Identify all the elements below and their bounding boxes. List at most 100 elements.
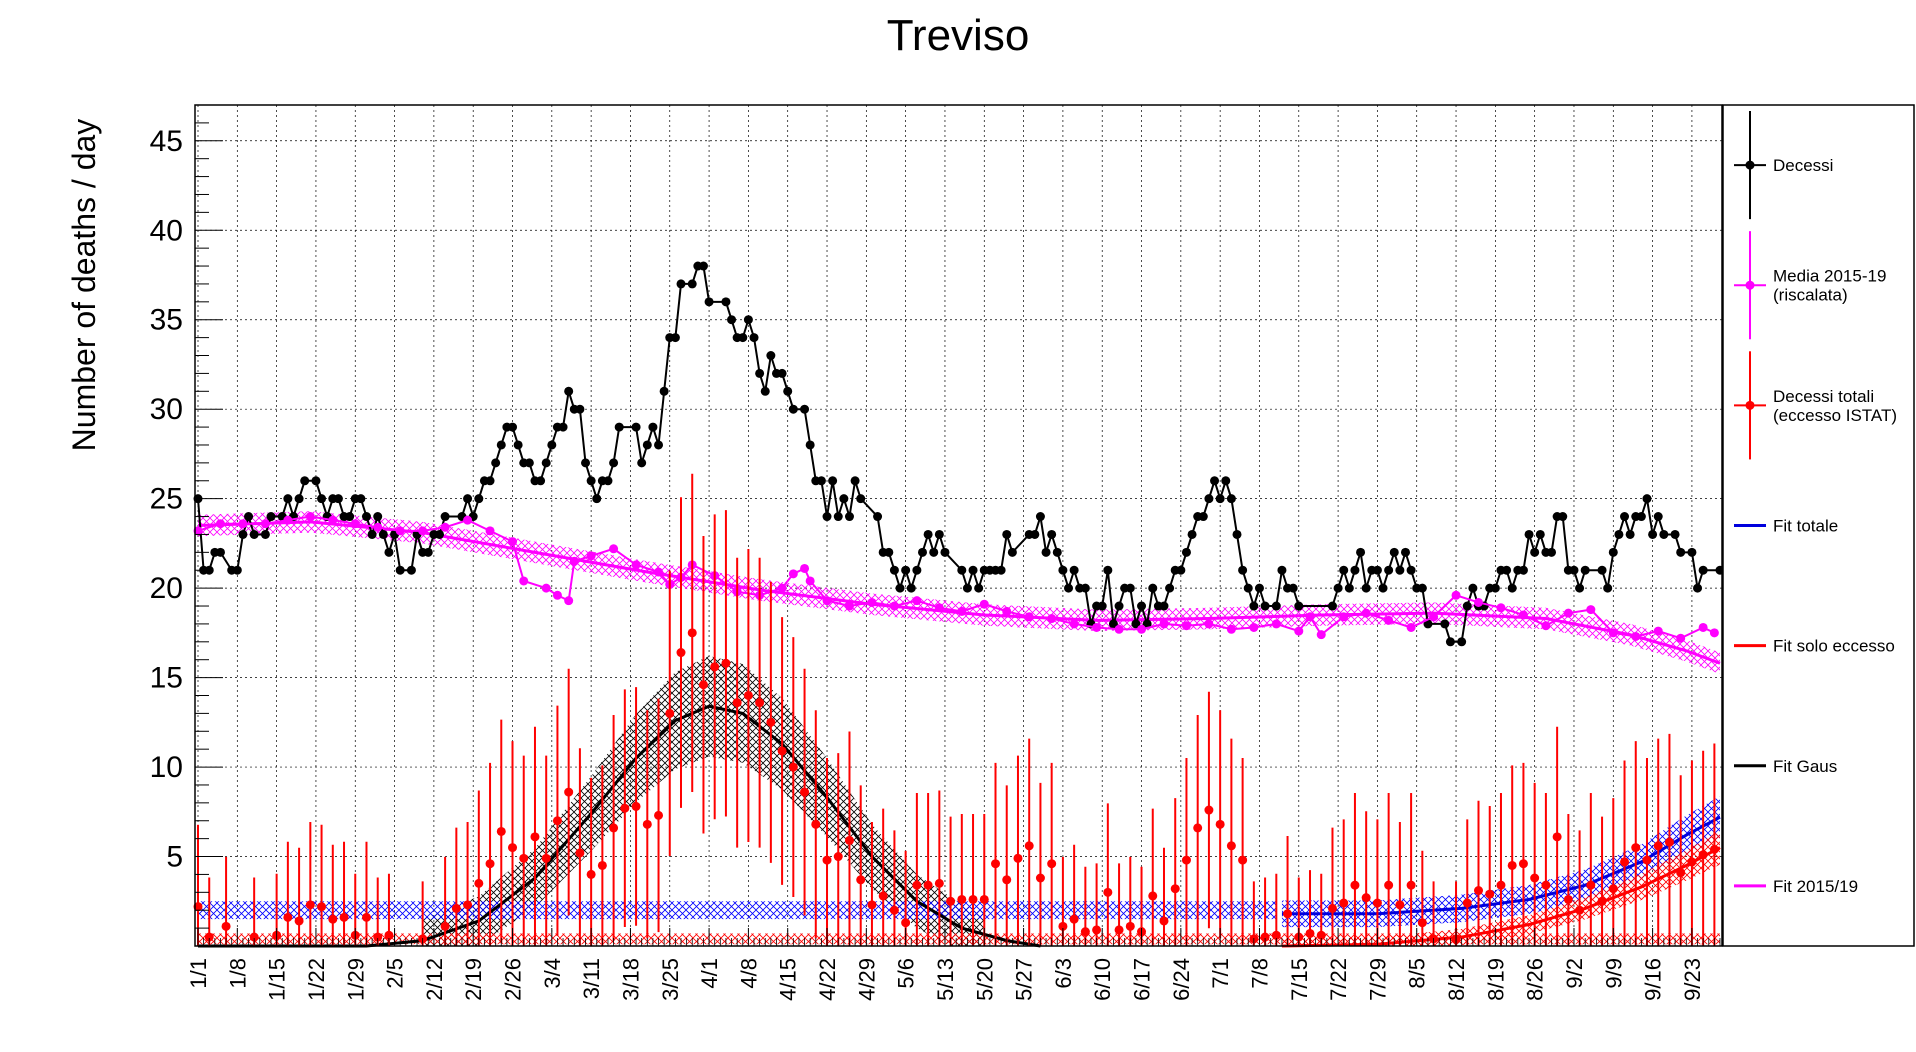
data-point bbox=[676, 279, 686, 289]
data-point bbox=[929, 547, 939, 557]
data-point bbox=[1586, 605, 1596, 615]
data-point bbox=[395, 565, 405, 575]
data-point bbox=[221, 921, 231, 931]
data-point bbox=[1260, 601, 1270, 611]
data-point bbox=[1108, 619, 1118, 629]
data-point bbox=[1187, 529, 1197, 539]
data-point bbox=[1114, 925, 1124, 935]
data-point bbox=[1552, 832, 1562, 842]
data-point bbox=[1204, 494, 1214, 504]
data-point bbox=[1502, 565, 1512, 575]
data-point bbox=[777, 583, 787, 593]
data-point bbox=[1238, 855, 1248, 865]
data-point bbox=[1417, 918, 1427, 928]
data-point bbox=[1417, 583, 1427, 593]
data-point bbox=[844, 601, 854, 611]
data-point bbox=[345, 512, 355, 522]
x-tick-label: 3/4 bbox=[540, 958, 565, 989]
data-point bbox=[867, 597, 877, 607]
x-tick-label: 5/6 bbox=[894, 958, 919, 989]
data-point bbox=[1676, 547, 1686, 557]
data-point bbox=[1097, 601, 1107, 611]
data-point bbox=[524, 458, 534, 468]
x-tick-label: 6/24 bbox=[1169, 958, 1194, 1001]
data-point bbox=[1575, 583, 1585, 593]
data-point bbox=[1524, 529, 1534, 539]
data-point bbox=[474, 494, 484, 504]
y-axis-label: Number of deaths / day bbox=[66, 119, 102, 452]
data-point bbox=[328, 515, 338, 525]
data-point bbox=[1176, 565, 1186, 575]
data-point bbox=[1047, 614, 1057, 624]
data-point bbox=[1339, 898, 1349, 908]
data-point bbox=[1676, 868, 1686, 878]
data-point bbox=[1305, 612, 1315, 622]
x-tick-label: 9/16 bbox=[1641, 958, 1666, 1001]
data-point bbox=[749, 333, 759, 343]
data-point bbox=[1232, 529, 1242, 539]
data-point bbox=[491, 458, 501, 468]
data-point bbox=[1406, 565, 1416, 575]
data-point bbox=[946, 896, 956, 906]
data-point bbox=[564, 787, 574, 797]
data-point bbox=[1181, 621, 1191, 631]
x-tick-label: 7/8 bbox=[1247, 958, 1272, 989]
data-point bbox=[1395, 565, 1405, 575]
x-tick-label: 8/12 bbox=[1444, 958, 1469, 1001]
data-point bbox=[1507, 583, 1517, 593]
data-point bbox=[856, 494, 866, 504]
x-tick-label: 8/19 bbox=[1483, 958, 1508, 1001]
x-tick-label: 4/15 bbox=[776, 958, 801, 1001]
data-point bbox=[1030, 529, 1040, 539]
data-point bbox=[1440, 619, 1450, 629]
data-point bbox=[1002, 606, 1012, 616]
data-point bbox=[648, 422, 658, 432]
data-point bbox=[440, 921, 450, 931]
data-point bbox=[1327, 601, 1337, 611]
data-point bbox=[1064, 583, 1074, 593]
data-point bbox=[1024, 612, 1034, 622]
data-point bbox=[305, 512, 315, 522]
data-point bbox=[1193, 823, 1203, 833]
data-point bbox=[575, 848, 585, 858]
data-point bbox=[1221, 476, 1231, 486]
data-point bbox=[1687, 547, 1697, 557]
data-point bbox=[463, 494, 473, 504]
data-point bbox=[1271, 930, 1281, 940]
data-point bbox=[204, 565, 214, 575]
data-point bbox=[474, 878, 484, 888]
data-point bbox=[317, 494, 327, 504]
legend-label: Decessi bbox=[1773, 156, 1833, 175]
data-point bbox=[1406, 622, 1416, 632]
data-point bbox=[1608, 547, 1618, 557]
data-point bbox=[665, 708, 675, 718]
data-point bbox=[1518, 610, 1528, 620]
data-point bbox=[1243, 583, 1253, 593]
data-point bbox=[1395, 900, 1405, 910]
data-point bbox=[1159, 601, 1169, 611]
data-point bbox=[957, 894, 967, 904]
data-point bbox=[496, 440, 506, 450]
data-point bbox=[1137, 601, 1147, 611]
data-point bbox=[755, 698, 765, 708]
data-point bbox=[609, 458, 619, 468]
data-point bbox=[912, 596, 922, 606]
data-point bbox=[373, 522, 383, 532]
data-point bbox=[637, 458, 647, 468]
data-point bbox=[1137, 624, 1147, 634]
data-point bbox=[1316, 630, 1326, 640]
chart-title: Treviso bbox=[887, 11, 1030, 60]
data-point bbox=[395, 526, 405, 536]
data-point bbox=[867, 900, 877, 910]
data-point bbox=[1518, 565, 1528, 575]
data-point bbox=[1271, 619, 1281, 629]
data-point bbox=[1580, 565, 1590, 575]
data-point bbox=[670, 333, 680, 343]
data-point bbox=[1058, 921, 1068, 931]
legend-label: Fit totale bbox=[1773, 517, 1838, 536]
data-point bbox=[895, 583, 905, 593]
x-tick-label: 4/8 bbox=[736, 958, 761, 989]
data-point bbox=[1002, 875, 1012, 885]
data-point bbox=[1670, 529, 1680, 539]
data-point bbox=[1558, 512, 1568, 522]
